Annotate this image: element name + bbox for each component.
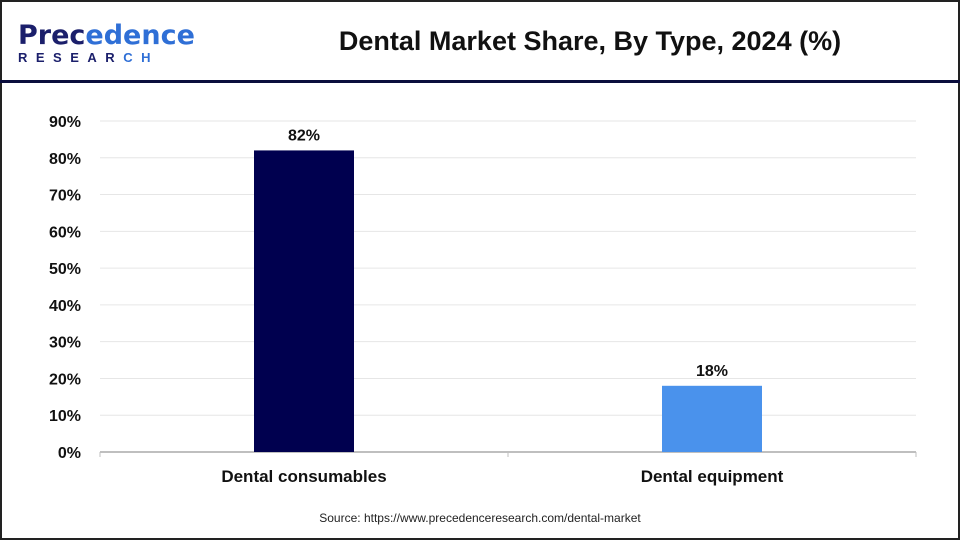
- header-divider: [0, 80, 960, 83]
- bar-dental-consumables: [254, 150, 354, 452]
- precedence-research-logo: Precedence RESEARCH: [18, 20, 195, 65]
- data-label: 18%: [696, 363, 728, 380]
- y-tick-label: 30%: [49, 335, 81, 352]
- x-tick-label: Dental equipment: [641, 467, 784, 486]
- data-label: 82%: [288, 127, 320, 144]
- bar-dental-equipment: [662, 385, 762, 452]
- y-tick-label: 40%: [49, 298, 81, 315]
- source-note: Source: https://www.precedenceresearch.c…: [319, 511, 641, 525]
- chart-title: Dental Market Share, By Type, 2024 (%): [338, 26, 842, 56]
- y-tick-label: 60%: [49, 224, 81, 241]
- y-tick-label: 50%: [49, 261, 81, 278]
- y-tick-label: 70%: [49, 188, 81, 205]
- y-tick-label: 0%: [58, 445, 81, 462]
- y-tick-label: 10%: [49, 408, 81, 425]
- y-tick-label: 20%: [49, 371, 81, 388]
- y-tick-label: 80%: [49, 151, 81, 168]
- x-tick-label: Dental consumables: [221, 467, 386, 486]
- y-tick-label: 90%: [49, 114, 81, 131]
